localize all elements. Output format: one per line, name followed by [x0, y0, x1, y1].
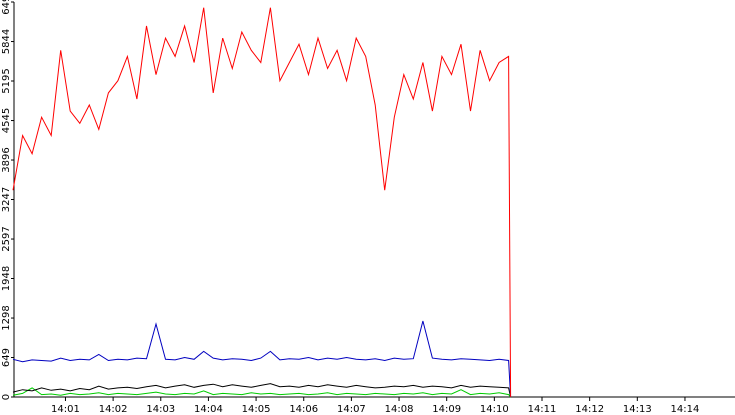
- x-tick-label: 14:07: [337, 404, 366, 415]
- x-tick-label: 14:05: [242, 404, 271, 415]
- x-tick-label: 14:12: [575, 404, 604, 415]
- x-tick-label: 14:01: [51, 404, 80, 415]
- x-tick-label: 14:03: [146, 404, 175, 415]
- series-line: [12, 7, 512, 398]
- x-tick-label: 14:11: [528, 404, 557, 415]
- y-tick-label: 5844: [1, 29, 12, 54]
- series-line: [12, 383, 512, 398]
- x-tick-label: 14:06: [289, 404, 318, 415]
- y-tick-label: 6494: [1, 0, 12, 15]
- x-tick-label: 14:10: [480, 404, 509, 415]
- y-tick-label: 1948: [1, 266, 12, 291]
- y-tick-label: 5195: [1, 68, 12, 93]
- y-tick-label: 3247: [1, 187, 12, 212]
- x-tick-label: 14:13: [623, 404, 652, 415]
- series-line: [12, 320, 512, 398]
- series-line: [12, 387, 511, 398]
- y-tick-label: 649: [1, 348, 12, 367]
- y-tick-label: 2597: [1, 226, 12, 251]
- x-tick-label: 14:09: [432, 404, 461, 415]
- y-tick-label: 3896: [1, 147, 12, 172]
- x-tick-label: 14:08: [385, 404, 414, 415]
- x-tick-label: 14:04: [194, 404, 223, 415]
- y-tick-label: 1298: [1, 305, 12, 330]
- x-tick-label: 14:14: [671, 404, 700, 415]
- x-tick-label: 14:02: [99, 404, 128, 415]
- y-tick-label: 0: [1, 394, 12, 400]
- y-tick-label: 4545: [1, 108, 12, 133]
